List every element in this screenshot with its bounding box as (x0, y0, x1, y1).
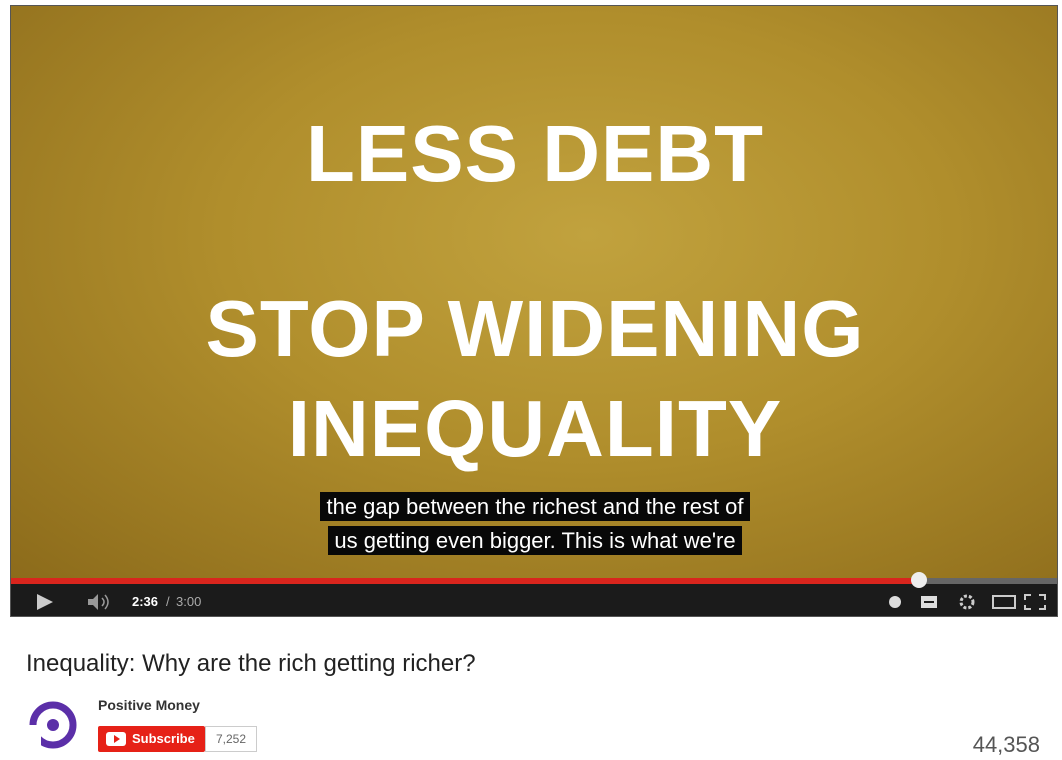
slide-text: STOP WIDENING (11, 289, 1058, 369)
video-player[interactable]: LESS DEBT STOP WIDENING INEQUALITY the g… (10, 5, 1058, 617)
video-title: Inequality: Why are the rich getting ric… (26, 650, 476, 678)
youtube-icon (106, 732, 126, 746)
channel-name[interactable]: Positive Money (98, 697, 200, 713)
time-separator: / (166, 594, 170, 609)
slide-text: LESS DEBT (11, 114, 1058, 194)
play-button[interactable] (35, 593, 55, 611)
page: LESS DEBT STOP WIDENING INEQUALITY the g… (0, 0, 1062, 760)
caption-line: us getting even bigger. This is what we'… (11, 524, 1058, 557)
caption-line: the gap between the richest and the rest… (11, 490, 1058, 523)
caption-text: the gap between the richest and the rest… (320, 492, 749, 521)
subscribe-button[interactable]: Subscribe (98, 726, 205, 752)
caption-text: us getting even bigger. This is what we'… (328, 526, 741, 555)
subscribe-label: Subscribe (132, 726, 195, 752)
channel-logo[interactable] (26, 698, 80, 752)
current-time: 2:36 (132, 594, 158, 609)
view-count: 44,358 (973, 732, 1040, 758)
volume-button[interactable] (87, 593, 113, 611)
slide-text: INEQUALITY (11, 389, 1058, 469)
control-bar: 2:36 / 3:00 (11, 584, 1058, 617)
player-icons[interactable] (887, 593, 1047, 611)
subscriber-count: 7,252 (205, 726, 257, 752)
duration: 3:00 (176, 594, 201, 609)
video-frame: LESS DEBT STOP WIDENING INEQUALITY the g… (11, 6, 1058, 578)
